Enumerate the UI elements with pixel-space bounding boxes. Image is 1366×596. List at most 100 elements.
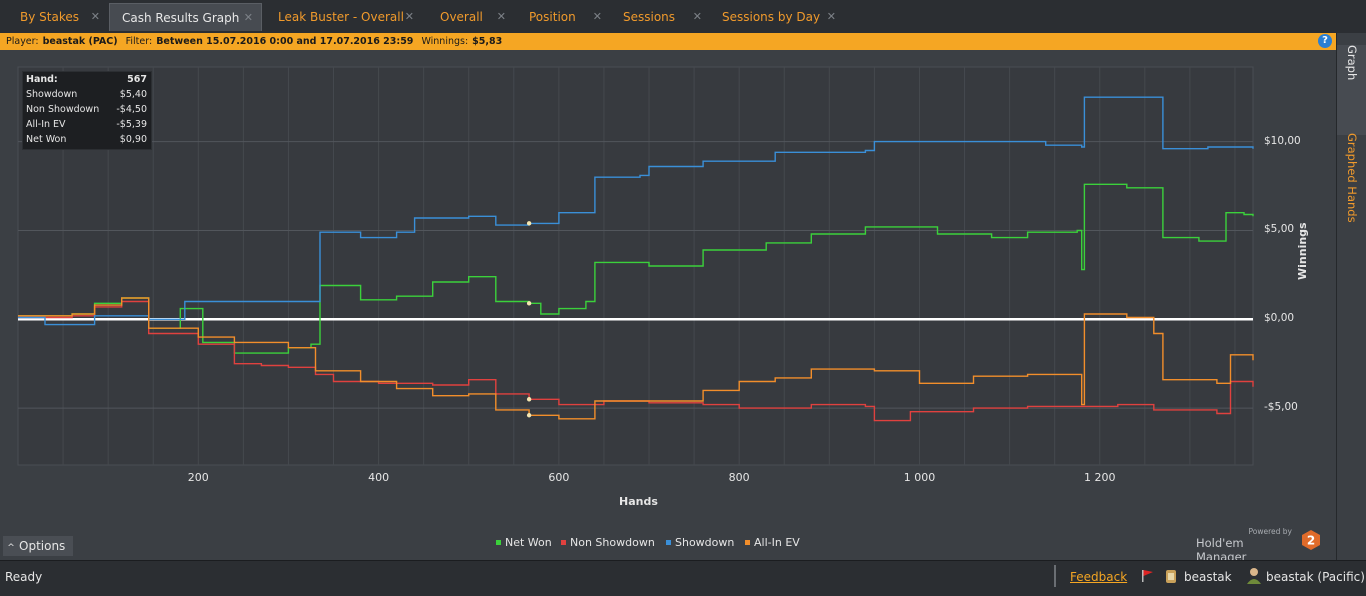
close-icon[interactable]: ✕ bbox=[826, 10, 836, 23]
stat-label: Showdown bbox=[26, 89, 78, 100]
database-icon[interactable] bbox=[1164, 568, 1178, 584]
stat-value: $5,40 bbox=[119, 89, 147, 100]
x-tick-label: 1 200 bbox=[1084, 471, 1116, 484]
tab-bar: By Stakes ✕ Cash Results Graph ✕ Leak Bu… bbox=[0, 0, 1366, 34]
chevron-up-icon: ^ bbox=[7, 543, 15, 553]
tab-sessions[interactable]: Sessions ✕ bbox=[611, 3, 710, 31]
player-label: Player: bbox=[6, 36, 39, 47]
x-tick-label: 400 bbox=[368, 471, 390, 484]
legend-item-net-won[interactable]: Net Won bbox=[496, 536, 552, 549]
database-user: beastak bbox=[1184, 570, 1232, 584]
flag-icon[interactable] bbox=[1140, 569, 1154, 583]
y-tick-label: $0,00 bbox=[1264, 312, 1295, 325]
x-tick-label: 1 000 bbox=[903, 471, 936, 484]
stat-value: 567 bbox=[127, 74, 147, 85]
stat-value: -$5,39 bbox=[116, 119, 147, 130]
options-button[interactable]: ^ Options bbox=[3, 536, 73, 556]
highlight-point bbox=[526, 413, 532, 418]
legend-swatch bbox=[561, 539, 566, 545]
stat-row-hand: Hand: 567 bbox=[26, 73, 147, 87]
player-icon[interactable] bbox=[1246, 567, 1262, 585]
side-panel: Graph Graphed Hands bbox=[1336, 33, 1366, 560]
status-text: Ready bbox=[5, 570, 43, 584]
legend-item-all-in-ev[interactable]: All-In EV bbox=[745, 536, 800, 549]
stat-value: $0,90 bbox=[119, 134, 147, 145]
highlight-point bbox=[526, 397, 532, 402]
legend-swatch bbox=[496, 539, 501, 545]
x-tick-label: 800 bbox=[728, 471, 750, 484]
brand-logo: Powered by Hold'em Manager 2 bbox=[1196, 527, 1326, 564]
tab-label: Sessions bbox=[623, 10, 676, 24]
winnings-label: Winnings: bbox=[421, 36, 469, 47]
legend-label: Non Showdown bbox=[570, 536, 655, 549]
legend-item-showdown[interactable]: Showdown bbox=[666, 536, 734, 549]
tab-by-stakes[interactable]: By Stakes ✕ bbox=[8, 3, 108, 31]
feedback-link[interactable]: Feedback bbox=[1070, 570, 1128, 584]
y-tick-label: -$5,00 bbox=[1264, 401, 1298, 414]
legend-item-non-showdown[interactable]: Non Showdown bbox=[561, 536, 655, 549]
tab-label: Sessions by Day bbox=[722, 10, 821, 24]
plot-background bbox=[17, 66, 1254, 466]
stat-label: Hand: bbox=[26, 74, 58, 85]
highlight-markers bbox=[526, 221, 532, 418]
y-tick-label: $10,00 bbox=[1264, 134, 1301, 147]
close-icon[interactable]: ✕ bbox=[496, 10, 506, 23]
x-tick-label: 200 bbox=[187, 471, 209, 484]
stats-tooltip: Hand: 567 Showdown $5,40 Non Showdown -$… bbox=[22, 71, 152, 150]
series-line-net-won[interactable] bbox=[18, 183, 1254, 354]
legend-label: Net Won bbox=[505, 536, 552, 549]
side-tab-graph[interactable]: Graph bbox=[1337, 45, 1366, 135]
grid bbox=[18, 67, 1253, 465]
stat-label: Net Won bbox=[26, 134, 67, 145]
y-tick-label: $5,00 bbox=[1264, 223, 1295, 236]
svg-text:2: 2 bbox=[1307, 534, 1315, 548]
status-divider bbox=[1054, 565, 1056, 587]
series-line-non-showdown[interactable] bbox=[18, 300, 1254, 422]
close-icon[interactable]: ✕ bbox=[592, 10, 602, 23]
legend-swatch bbox=[666, 539, 671, 545]
tab-sessions-by-day[interactable]: Sessions by Day ✕ bbox=[710, 3, 844, 31]
highlight-point bbox=[526, 301, 532, 306]
powered-by-text: Powered by bbox=[1248, 527, 1292, 536]
stat-label: All-In EV bbox=[26, 119, 66, 130]
chart-area: -$5,00 $0,00 $5,00 $10,00 200 400 600 800 1 000… bbox=[0, 50, 1336, 560]
tab-overall[interactable]: Overall ✕ bbox=[428, 3, 514, 31]
series-lines bbox=[18, 96, 1254, 422]
results-chart[interactable] bbox=[0, 50, 1336, 560]
side-tab-graphed-hands[interactable]: Graphed Hands bbox=[1345, 133, 1359, 223]
status-bar: Ready Feedback beastak beastak (Pacific) bbox=[0, 560, 1366, 596]
series-line-showdown[interactable] bbox=[18, 96, 1254, 326]
stat-row-all-in-ev: All-In EV -$5,39 bbox=[26, 118, 147, 132]
winnings-value: $5,83 bbox=[472, 36, 503, 47]
tab-label: Leak Buster - Overall bbox=[278, 10, 404, 24]
stat-row-non-showdown: Non Showdown -$4,50 bbox=[26, 103, 147, 117]
tab-label: Overall bbox=[440, 10, 483, 24]
x-tick-label: 600 bbox=[548, 471, 570, 484]
legend-label: All-In EV bbox=[754, 536, 800, 549]
close-icon[interactable]: ✕ bbox=[692, 10, 702, 23]
help-icon[interactable]: ? bbox=[1318, 34, 1332, 48]
options-label: Options bbox=[19, 539, 66, 553]
highlight-point bbox=[526, 221, 532, 226]
y-axis-title: Winnings bbox=[1296, 222, 1309, 280]
stat-value: -$4,50 bbox=[116, 104, 147, 115]
tab-label: By Stakes bbox=[20, 10, 79, 24]
close-icon[interactable]: ✕ bbox=[404, 10, 414, 23]
close-icon[interactable]: ✕ bbox=[243, 11, 253, 24]
tab-leak-buster-overall[interactable]: Leak Buster - Overall ✕ bbox=[266, 3, 422, 31]
player-value: beastak (PAC) bbox=[42, 36, 118, 47]
tab-position[interactable]: Position ✕ bbox=[517, 3, 610, 31]
series-line-all-in-ev[interactable] bbox=[18, 297, 1254, 420]
player-site: beastak (Pacific) bbox=[1266, 570, 1365, 584]
legend-label: Showdown bbox=[675, 536, 735, 549]
legend-swatch bbox=[745, 539, 750, 545]
filter-label: Filter: bbox=[125, 36, 153, 47]
filter-bar: Player: beastak (PAC) Filter: Between 15.0… bbox=[0, 33, 1336, 50]
close-icon[interactable]: ✕ bbox=[90, 10, 100, 23]
tab-label: Position bbox=[529, 10, 576, 24]
hexagon-logo-icon: 2 bbox=[1302, 530, 1320, 550]
stat-row-net-won: Net Won $0,90 bbox=[26, 133, 147, 147]
filter-value: Between 15.07.2016 0:00 and 17.07.2016 2… bbox=[156, 36, 414, 47]
x-axis-title: Hands bbox=[619, 495, 658, 508]
tab-cash-results-graph[interactable]: Cash Results Graph ✕ bbox=[109, 3, 262, 31]
